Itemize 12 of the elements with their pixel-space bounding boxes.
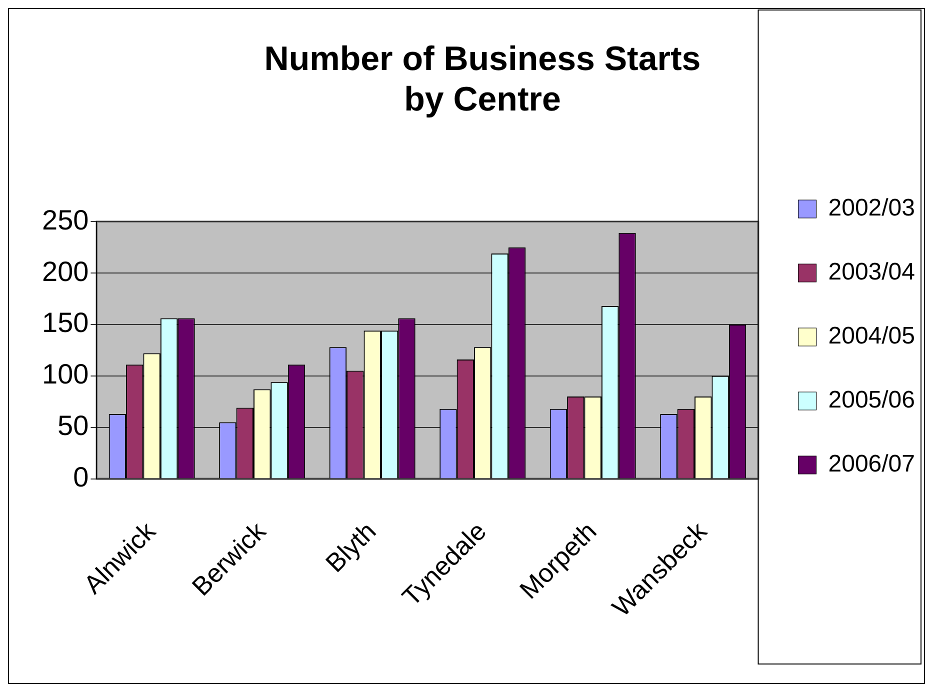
y-tick-label: 150 bbox=[42, 307, 89, 338]
chart-title: Number of Business Starts by Centre bbox=[264, 40, 701, 119]
y-tick-label: 0 bbox=[73, 462, 89, 493]
y-tick-label: 250 bbox=[42, 204, 89, 236]
legend-label: 2003/04 bbox=[828, 258, 916, 286]
y-tick-label: 50 bbox=[58, 410, 89, 442]
legend-label: 2004/05 bbox=[828, 322, 916, 350]
y-tick-label: 200 bbox=[42, 256, 89, 287]
legend-label: 2005/06 bbox=[828, 386, 916, 414]
legend-label: 2006/07 bbox=[828, 450, 916, 478]
y-tick-label: 100 bbox=[42, 358, 89, 390]
legend-label: 2002/03 bbox=[828, 194, 916, 222]
